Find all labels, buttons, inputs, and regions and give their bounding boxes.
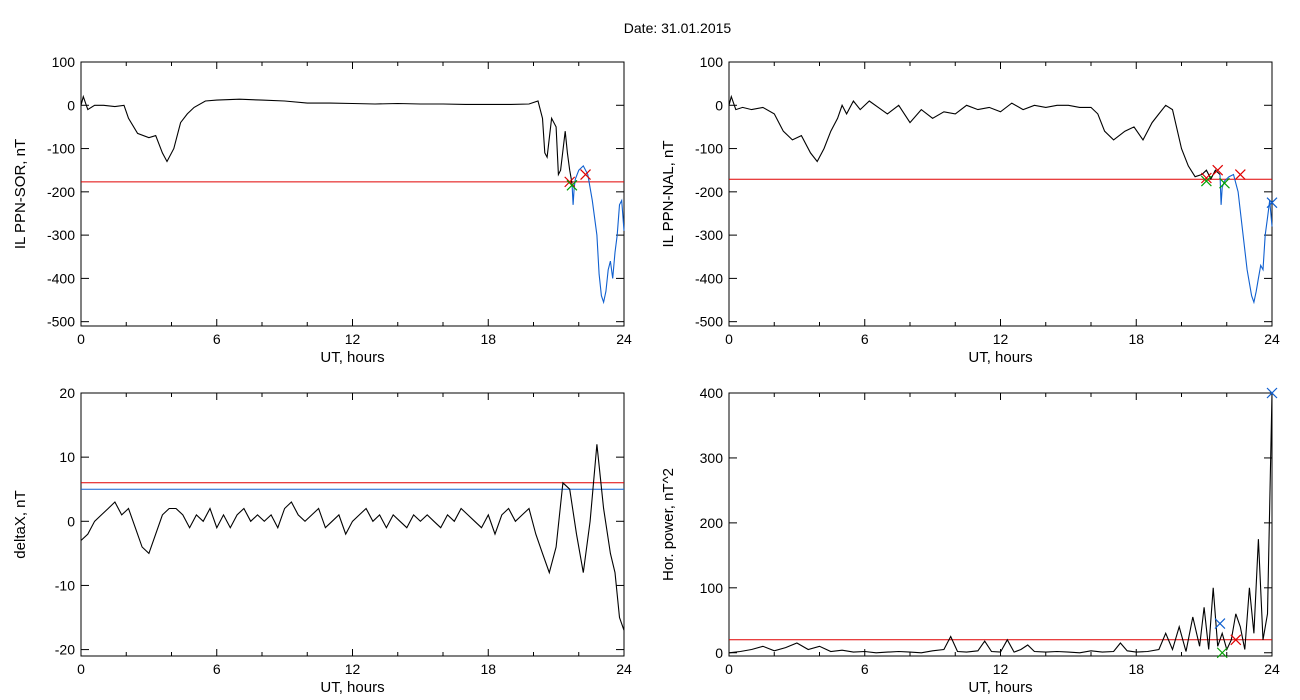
plot-frame <box>728 392 1273 657</box>
series-line <box>728 392 1273 654</box>
plot-frame <box>728 61 1273 327</box>
event-marker <box>1200 172 1212 184</box>
x-axis-label: UT, hours <box>320 679 384 696</box>
y-tick-label: 20 <box>59 385 75 401</box>
marker-stroke <box>566 179 578 191</box>
y-tick-label: 200 <box>700 515 724 531</box>
y-tick-label: -400 <box>47 270 75 286</box>
y-tick-label: -20 <box>55 642 75 658</box>
x-tick-label: 18 <box>1128 661 1144 677</box>
marker-stroke <box>1214 618 1226 629</box>
event-marker <box>1230 634 1242 646</box>
y-tick-label: -200 <box>695 184 723 200</box>
event-marker <box>1266 387 1278 399</box>
marker-stroke <box>564 176 576 188</box>
x-axis-label: UT, hours <box>968 679 1032 696</box>
x-tick-label: 0 <box>725 661 733 677</box>
y-tick-label: 300 <box>700 450 724 466</box>
y-tick-label: 100 <box>700 54 724 70</box>
marker-stroke <box>1219 177 1230 189</box>
y-axis-label: IL PPN-SOR, nT <box>12 139 29 249</box>
x-axis-label: UT, hours <box>320 349 384 366</box>
chart-panel-top-left: 0 6 12 18 24 -500 -400 -300 -200 -100 0 100 UT, hour… <box>12 54 632 366</box>
event-marker <box>1234 169 1246 180</box>
x-tick-label: 0 <box>77 331 85 347</box>
chart-panel-bottom-right: 0 6 12 18 24 0 100 200 300 400 UT, hours Hor. power… <box>660 385 1280 696</box>
event-marker <box>1200 175 1212 187</box>
marker-stroke <box>1266 387 1278 399</box>
y-tick-label: 100 <box>700 580 724 596</box>
plot-frame <box>80 61 625 327</box>
event-marker <box>580 169 591 180</box>
y-axis-label: IL PPN-NAL, nT <box>660 141 677 248</box>
x-tick-label: 18 <box>480 331 496 347</box>
x-axis-label: UT, hours <box>968 349 1032 366</box>
x-tick-label: 24 <box>616 661 632 677</box>
x-tick-label: 6 <box>213 331 221 347</box>
y-axis-label: deltaX, nT <box>12 490 29 558</box>
series-line <box>571 164 625 305</box>
marker-stroke <box>580 169 591 180</box>
x-tick-label: 6 <box>861 661 869 677</box>
marker-stroke <box>1216 647 1228 659</box>
x-tick-label: 6 <box>861 331 869 347</box>
x-tick-label: 12 <box>993 331 1009 347</box>
x-tick-label: 6 <box>213 661 221 677</box>
chart-panel-top-right: 0 6 12 18 24 -500 -400 -300 -200 -100 0 100 UT, hour… <box>660 54 1280 366</box>
marker-stroke <box>1200 172 1212 184</box>
marker-stroke <box>1234 169 1246 180</box>
y-tick-label: -200 <box>47 184 75 200</box>
event-marker <box>1216 647 1228 659</box>
plot-frame <box>80 392 625 657</box>
x-tick-label: 18 <box>480 661 496 677</box>
y-tick-label: -100 <box>47 141 75 157</box>
y-tick-label: 0 <box>715 645 723 661</box>
x-tick-label: 12 <box>993 661 1009 677</box>
chart-panel-bottom-left: 0 6 12 18 24 -20 -10 0 10 20 UT, hours deltaX, nT <box>12 385 632 696</box>
x-tick-label: 24 <box>616 331 632 347</box>
marker-stroke <box>1230 634 1242 646</box>
y-tick-label: -500 <box>47 314 75 330</box>
x-tick-label: 12 <box>345 661 361 677</box>
y-tick-label: 0 <box>715 97 723 113</box>
x-tick-label: 24 <box>1264 331 1280 347</box>
marker-stroke <box>1200 175 1212 187</box>
series-line <box>80 94 573 184</box>
y-tick-label: -400 <box>695 270 723 286</box>
event-marker <box>1219 177 1230 189</box>
series-line <box>80 444 625 631</box>
x-tick-label: 0 <box>77 661 85 677</box>
y-tick-label: -100 <box>695 141 723 157</box>
y-tick-label: 0 <box>67 513 75 529</box>
marker-stroke <box>1212 164 1224 176</box>
event-marker <box>1266 197 1278 209</box>
marker-stroke <box>1266 197 1278 209</box>
y-tick-label: 10 <box>59 449 75 465</box>
x-tick-label: 12 <box>345 331 361 347</box>
x-tick-label: 18 <box>1128 331 1144 347</box>
event-marker <box>564 176 576 188</box>
y-tick-label: -300 <box>47 227 75 243</box>
series-line <box>728 94 1221 181</box>
event-marker <box>1212 164 1224 176</box>
figure-title: Date: 31.01.2015 <box>623 20 732 36</box>
y-tick-label: 0 <box>67 97 75 113</box>
event-marker <box>1214 618 1226 629</box>
x-tick-label: 24 <box>1264 661 1280 677</box>
event-marker <box>566 179 578 191</box>
y-tick-label: -10 <box>55 577 75 593</box>
y-tick-label: 400 <box>700 385 724 401</box>
y-tick-label: -300 <box>695 227 723 243</box>
y-axis-label: Hor. power, nT^2 <box>660 468 677 581</box>
series-line <box>1219 173 1273 305</box>
x-tick-label: 0 <box>725 331 733 347</box>
y-tick-label: 100 <box>52 54 76 70</box>
y-tick-label: -500 <box>695 314 723 330</box>
